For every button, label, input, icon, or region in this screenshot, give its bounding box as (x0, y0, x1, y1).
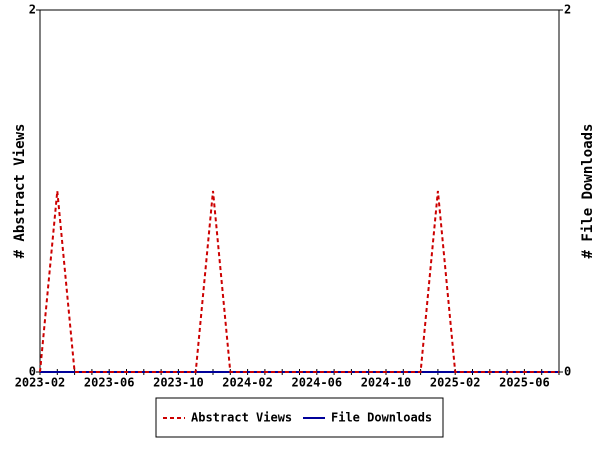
legend-label: File Downloads (331, 411, 432, 425)
y2-axis-label: # File Downloads (580, 124, 596, 259)
y-tick-label: 2 (29, 3, 36, 17)
x-tick-label: 2023-10 (153, 376, 204, 390)
y-axis-label: # Abstract Views (12, 124, 28, 259)
legend (155, 397, 444, 438)
legend-label: Abstract Views (191, 411, 292, 425)
x-tick-label: 2025-06 (499, 376, 550, 390)
x-tick-label: 2025-02 (430, 376, 481, 390)
x-tick-label: 2023-06 (84, 376, 135, 390)
series-line (39, 190, 559, 373)
x-tick-label: 2023-02 (15, 376, 66, 390)
y2-tick-label: 2 (564, 3, 571, 17)
x-tick-label: 2024-10 (361, 376, 412, 390)
x-tick-label: 2024-06 (292, 376, 343, 390)
x-tick-label: 2024-02 (222, 376, 273, 390)
y-tick-label: 0 (29, 365, 36, 379)
y2-tick-label: 0 (564, 365, 571, 379)
